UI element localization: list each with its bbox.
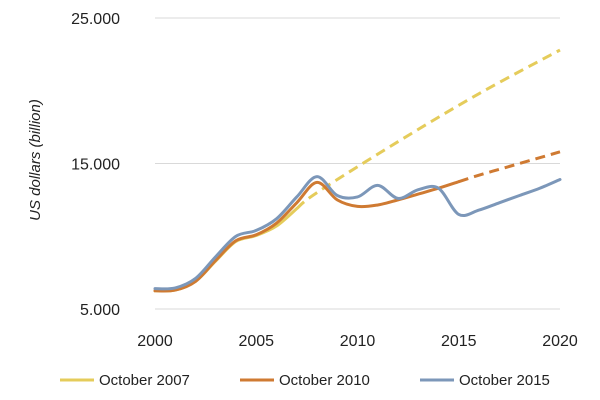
gridlines <box>155 17 560 310</box>
legend-label: October 2007 <box>99 372 190 389</box>
legend-label: October 2010 <box>279 372 370 389</box>
x-tick-label: 2015 <box>441 333 477 350</box>
legend: October 2007 October 2010 October 2015 <box>60 372 550 389</box>
y-tick-label: 5.000 <box>80 302 120 319</box>
series-line-dashed <box>458 150 561 184</box>
y-tick-label: 25.000 <box>71 11 120 28</box>
legend-label: October 2015 <box>459 372 550 389</box>
x-axis-ticks: 2000 2005 2010 2015 2020 <box>137 333 578 350</box>
x-tick-label: 2010 <box>340 333 376 350</box>
y-axis-label: US dollars (billion) <box>27 99 44 221</box>
x-tick-label: 2020 <box>542 333 578 350</box>
series-line-solid <box>153 175 562 291</box>
series-2 <box>153 175 562 291</box>
series-1 <box>153 150 561 293</box>
series-line-dashed <box>295 48 561 210</box>
x-tick-label: 2000 <box>137 333 173 350</box>
y-axis-ticks: 5.000 15.000 25.000 <box>71 11 120 319</box>
y-tick-label: 15.000 <box>71 157 120 174</box>
x-tick-label: 2005 <box>238 333 274 350</box>
series-line-solid <box>153 180 461 293</box>
series-lines <box>153 48 562 293</box>
